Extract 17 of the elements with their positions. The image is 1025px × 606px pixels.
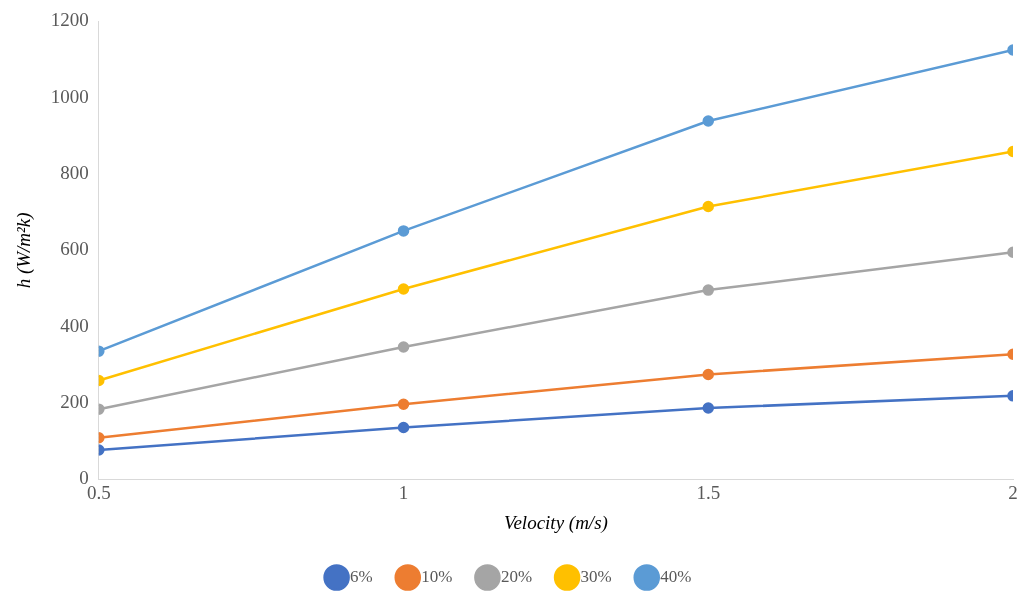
y-tick-label: 1000 <box>50 85 89 107</box>
y-tick-label: 800 <box>60 162 89 184</box>
legend-label: 20% <box>500 566 533 586</box>
legend-label: 10% <box>421 566 453 586</box>
y-tick-label: 400 <box>60 314 89 336</box>
legend-label: 30% <box>580 566 612 586</box>
x-tick-label: 1 <box>398 481 409 503</box>
y-tick-label: 1200 <box>50 9 89 31</box>
x-tick-label: 1.5 <box>696 481 721 503</box>
y-tick-label: 0 <box>79 467 89 489</box>
legend-label: 6% <box>350 566 373 586</box>
y-axis-title: h (W/m²k) <box>13 212 36 289</box>
legend-label: 40% <box>660 566 692 586</box>
y-tick-label: 600 <box>60 238 89 260</box>
y-tick-label: 200 <box>60 391 89 413</box>
x-axis-title: Velocity (m/s) <box>503 511 608 534</box>
x-tick-label: 2 <box>1008 481 1018 503</box>
